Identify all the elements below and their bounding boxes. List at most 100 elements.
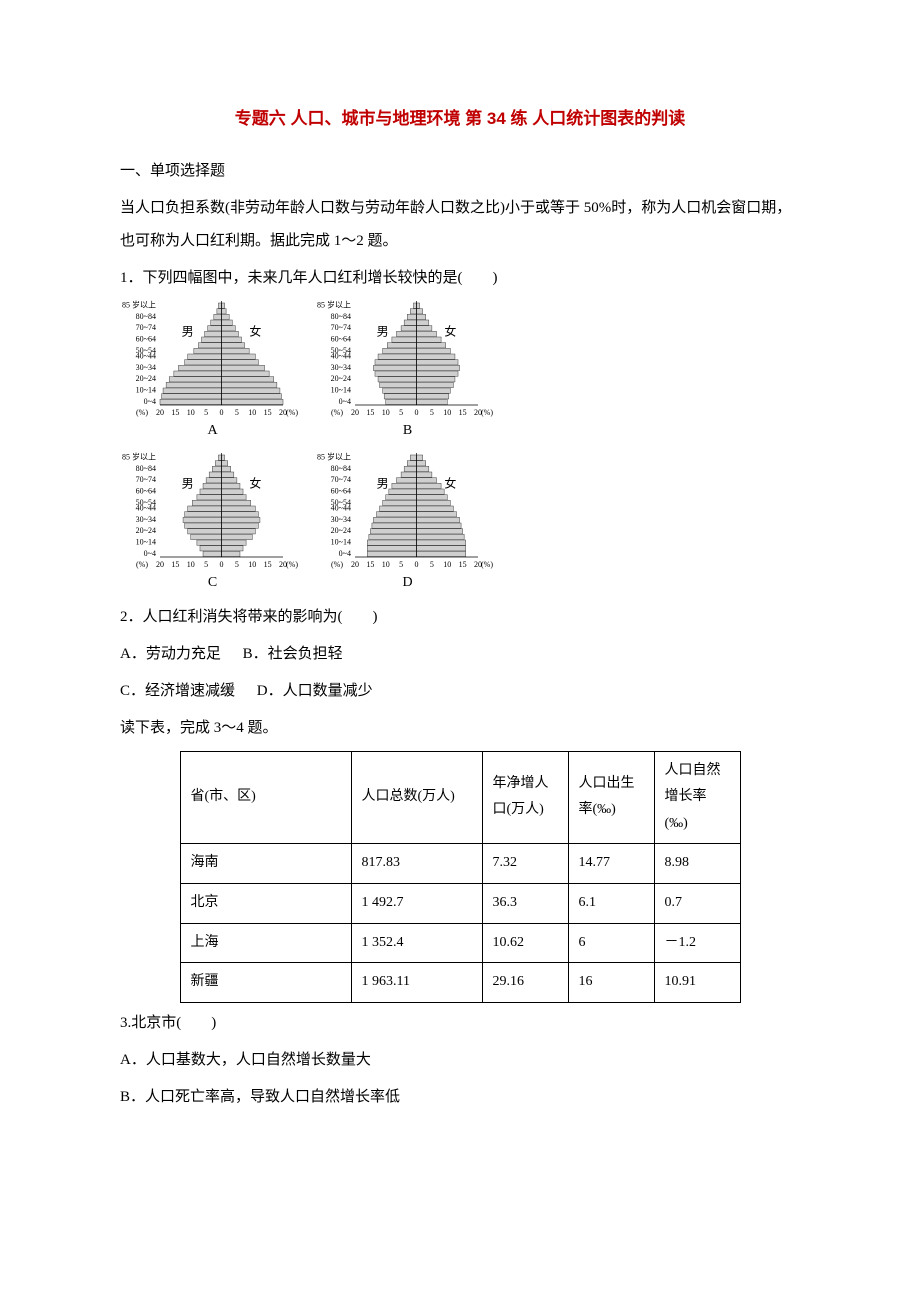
svg-text:女: 女	[444, 324, 456, 339]
pyramid-chart-b: 85 岁以上80~8470~7460~6450~5440~4430~3420~2…	[315, 299, 500, 419]
svg-text:85 岁以上: 85 岁以上	[122, 300, 156, 310]
svg-text:60~64: 60~64	[136, 335, 156, 344]
section-heading: 一、单项选择题	[120, 155, 800, 188]
cell: 6	[568, 923, 654, 963]
svg-text:(%): (%)	[136, 408, 148, 417]
cell: 14.77	[568, 844, 654, 884]
cell: 0.7	[654, 883, 740, 923]
svg-text:70~74: 70~74	[136, 475, 156, 484]
pyramid-label-c: C	[208, 573, 217, 593]
cell: 6.1	[568, 883, 654, 923]
pyramid-chart-a: 85 岁以上80~8470~7460~6450~5440~4430~3420~2…	[120, 299, 305, 419]
svg-text:15: 15	[366, 560, 374, 569]
svg-text:15: 15	[264, 408, 272, 417]
svg-text:80~84: 80~84	[331, 464, 351, 473]
intro-text-12: 当人口负担系数(非劳动年龄人口数与劳动年龄人口数之比)小于或等于 50%时，称为…	[120, 192, 800, 258]
question-3: 3.北京市( )	[120, 1007, 800, 1040]
svg-text:70~74: 70~74	[136, 324, 156, 333]
svg-text:40~44: 40~44	[331, 352, 351, 361]
svg-text:10: 10	[187, 560, 195, 569]
svg-text:20~24: 20~24	[331, 375, 351, 384]
svg-text:20: 20	[156, 560, 164, 569]
svg-text:(%): (%)	[286, 560, 298, 569]
svg-text:20~24: 20~24	[136, 375, 156, 384]
pyramid-row-2: 85 岁以上80~8470~7460~6450~5440~4430~3420~2…	[120, 451, 800, 593]
cell: 8.98	[654, 844, 740, 884]
q3-opt-a: A．人口基数大，人口自然增长数量大	[120, 1044, 800, 1077]
svg-text:0: 0	[220, 560, 224, 569]
th-1: 人口总数(万人)	[351, 751, 482, 844]
svg-text:20: 20	[351, 408, 359, 417]
svg-text:(%): (%)	[286, 408, 298, 417]
cell: 海南	[180, 844, 351, 884]
svg-text:80~84: 80~84	[136, 464, 156, 473]
cell: 上海	[180, 923, 351, 963]
svg-text:10: 10	[443, 408, 451, 417]
svg-text:30~34: 30~34	[136, 363, 156, 372]
svg-text:10: 10	[248, 560, 256, 569]
svg-text:0~4: 0~4	[144, 397, 156, 406]
cell: －1.2	[654, 923, 740, 963]
svg-text:60~64: 60~64	[331, 335, 351, 344]
q2-options-line1: A．劳动力充足 B．社会负担轻	[120, 638, 800, 671]
svg-text:20~24: 20~24	[136, 526, 156, 535]
cell: 29.16	[482, 963, 568, 1003]
svg-text:40~44: 40~44	[136, 352, 156, 361]
svg-text:(%): (%)	[331, 408, 343, 417]
th-0: 省(市、区)	[180, 751, 351, 844]
question-2: 2．人口红利消失将带来的影响为( )	[120, 601, 800, 634]
svg-text:10: 10	[382, 560, 390, 569]
svg-text:5: 5	[430, 408, 434, 417]
svg-text:0: 0	[415, 560, 419, 569]
svg-text:0: 0	[415, 408, 419, 417]
svg-text:20: 20	[351, 560, 359, 569]
cell: 1 492.7	[351, 883, 482, 923]
svg-text:40~44: 40~44	[136, 504, 156, 513]
svg-text:20: 20	[156, 408, 164, 417]
cell: 16	[568, 963, 654, 1003]
pyramid-label-b: B	[403, 421, 412, 441]
svg-text:0: 0	[220, 408, 224, 417]
cell: 817.83	[351, 844, 482, 884]
cell: 10.62	[482, 923, 568, 963]
svg-text:5: 5	[235, 408, 239, 417]
cell: 1 963.11	[351, 963, 482, 1003]
svg-text:10~14: 10~14	[331, 538, 351, 547]
q2-opt-c: C．经济增速减缓	[120, 683, 235, 699]
svg-text:5: 5	[204, 408, 208, 417]
svg-text:5: 5	[430, 560, 434, 569]
svg-text:10~14: 10~14	[136, 386, 156, 395]
pyramid-chart-c: 85 岁以上80~8470~7460~6450~5440~4430~3420~2…	[120, 451, 305, 571]
th-4: 人口自然增长率(‰)	[654, 751, 740, 844]
svg-text:85 岁以上: 85 岁以上	[317, 300, 351, 310]
svg-text:85 岁以上: 85 岁以上	[317, 452, 351, 462]
page-title: 专题六 人口、城市与地理环境 第 34 练 人口统计图表的判读	[120, 100, 800, 137]
svg-text:30~34: 30~34	[331, 515, 351, 524]
table-header-row: 省(市、区) 人口总数(万人) 年净增人 口(万人) 人口出生 率(‰) 人口自…	[180, 751, 740, 844]
svg-text:女: 女	[249, 324, 261, 339]
svg-text:10: 10	[382, 408, 390, 417]
th-3: 人口出生 率(‰)	[568, 751, 654, 844]
svg-text:80~84: 80~84	[136, 312, 156, 321]
svg-text:15: 15	[366, 408, 374, 417]
svg-text:0~4: 0~4	[339, 549, 351, 558]
q2-opt-d: D．人口数量减少	[257, 683, 373, 699]
svg-text:60~64: 60~64	[136, 487, 156, 496]
cell: 7.32	[482, 844, 568, 884]
svg-text:30~34: 30~34	[331, 363, 351, 372]
th-2: 年净增人 口(万人)	[482, 751, 568, 844]
svg-text:15: 15	[459, 408, 467, 417]
svg-text:40~44: 40~44	[331, 504, 351, 513]
svg-text:(%): (%)	[331, 560, 343, 569]
svg-text:男: 男	[182, 477, 194, 491]
q2-opt-a: A．劳动力充足	[120, 646, 221, 662]
svg-text:60~64: 60~64	[331, 487, 351, 496]
cell: 新疆	[180, 963, 351, 1003]
svg-text:男: 男	[377, 477, 389, 491]
svg-text:15: 15	[171, 560, 179, 569]
svg-text:15: 15	[264, 560, 272, 569]
pyramid-label-a: A	[207, 421, 217, 441]
question-1: 1．下列四幅图中，未来几年人口红利增长较快的是( )	[120, 262, 800, 295]
svg-text:5: 5	[204, 560, 208, 569]
svg-text:(%): (%)	[136, 560, 148, 569]
